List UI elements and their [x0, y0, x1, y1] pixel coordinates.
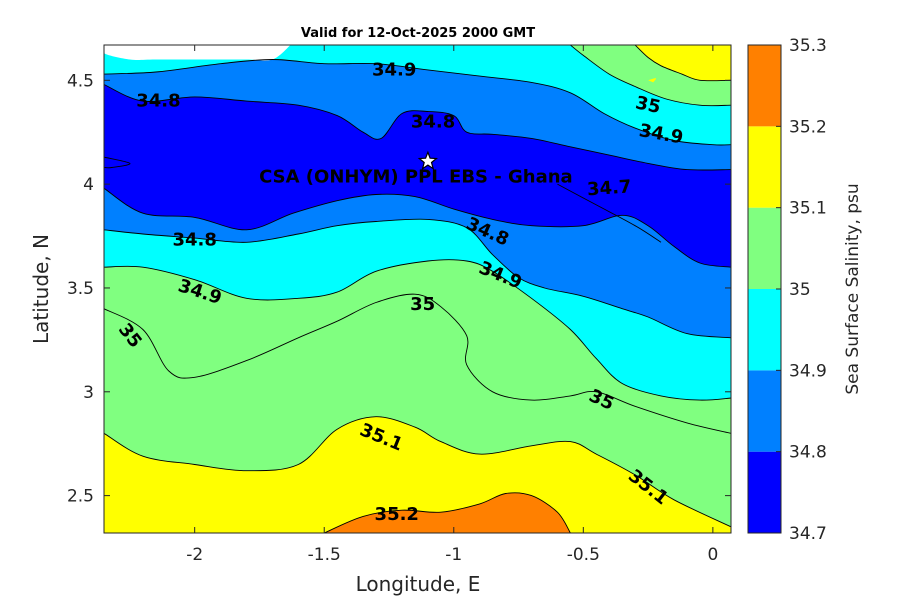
- contour-value-label: 35: [634, 92, 663, 118]
- x-tick-label: -1.5: [308, 545, 341, 565]
- contour-line-i349: [104, 59, 731, 146]
- colorbar-tick-label: 34.9: [789, 361, 827, 381]
- site-marker-group: CSA (ONHYM) PPL EBS - Ghana: [259, 150, 573, 187]
- contour-line-contour-34-7-east: [557, 183, 662, 243]
- colorbar-swatch: [748, 126, 781, 208]
- y-tick-label: 4: [83, 175, 94, 195]
- contour-line-l347: [104, 187, 731, 268]
- y-axis-label: Latitude, N: [29, 234, 53, 344]
- site-star-icon: [417, 150, 438, 170]
- contour-value-label: 35.2: [375, 504, 419, 525]
- y-tick-label: 2.5: [67, 487, 94, 507]
- contour-lines: [104, 45, 731, 533]
- band-35-1-35-2: [104, 416, 731, 533]
- y-axis-ticks: 2.5 3 3.5 4 4.5: [67, 71, 731, 507]
- x-tick-label: 0: [707, 545, 718, 565]
- contour-line-i348: [104, 84, 731, 171]
- colorbar-tick-label: 35.1: [789, 199, 827, 219]
- band-35-1-spot: [648, 78, 657, 83]
- contour-value-label: 35: [410, 294, 435, 315]
- x-tick-label: -0.5: [567, 545, 600, 565]
- colorbar-tick-label: 35: [789, 280, 811, 300]
- plot-frame: [103, 44, 732, 534]
- contour-line-l352: [324, 492, 571, 533]
- x-tick-label: -2: [186, 545, 203, 565]
- contour-line-i35n: [570, 45, 731, 107]
- contour-line-l348: [104, 218, 731, 339]
- y-tick-label: 4.5: [67, 71, 94, 91]
- colorbar-tick-label: 35.3: [789, 36, 827, 56]
- y-tick-label: 3.5: [67, 279, 94, 299]
- colorbar-swatch: [748, 370, 781, 452]
- colorbar-tick-label: 35.2: [789, 117, 827, 137]
- x-axis-label: Longitude, E: [356, 572, 481, 596]
- contour-value-label: 34.8: [172, 230, 216, 251]
- contour-value-label: 34.8: [136, 91, 180, 112]
- contour-line-i351n: [634, 45, 731, 82]
- contour-fills: [104, 45, 731, 533]
- chart-title: Valid for 12-Oct-2025 2000 GMT: [301, 26, 535, 41]
- band-35-1-35-2-ne: [635, 45, 731, 81]
- y-tick-label: 3: [83, 383, 94, 403]
- contour-value-label: 34.7: [586, 176, 632, 200]
- colorbar-swatch: [748, 289, 781, 371]
- colorbar-label: Sea Surface Salinity, psu: [843, 183, 863, 394]
- contour-line-hole-34-7-west: [104, 156, 131, 169]
- contour-line-l349: [104, 259, 731, 401]
- contour-value-label: 34.8: [411, 111, 455, 132]
- contour-line-l351: [104, 416, 731, 528]
- x-tick-label: -1: [445, 545, 462, 565]
- colorbar-swatch: [748, 207, 781, 289]
- contour-value-label: 34.9: [372, 59, 416, 80]
- colorbar-tick-label: 34.7: [789, 524, 827, 544]
- site-label: CSA (ONHYM) PPL EBS - Ghana: [259, 166, 573, 187]
- colorbar-tick-label: 34.8: [789, 443, 827, 463]
- colorbar-swatch: [748, 45, 781, 127]
- band-35-2-35-3: [324, 492, 571, 533]
- contour-line-l350: [104, 293, 731, 434]
- no-data-area: [104, 45, 291, 61]
- colorbar: 34.7 34.8 34.9 35 35.1 35.2 35.3: [747, 36, 827, 544]
- colorbar-swatch: [748, 451, 781, 533]
- x-axis-ticks: -2 -1.5 -1 -0.5 0: [186, 45, 718, 565]
